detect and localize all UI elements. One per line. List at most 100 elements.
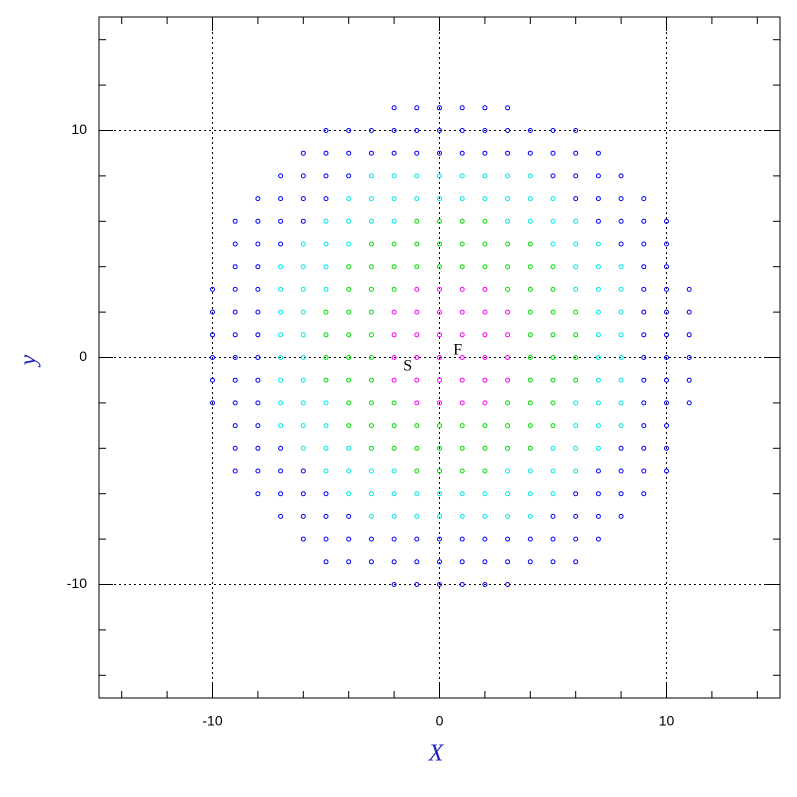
point [550,173,556,179]
point [437,105,442,111]
point [482,559,488,565]
point [300,196,306,202]
point [573,264,579,270]
point [459,241,465,247]
point [278,173,284,179]
point [437,559,442,565]
annotation: S [403,357,412,374]
point [459,173,465,179]
point [391,128,397,133]
point [414,309,420,315]
point [527,468,533,474]
point [437,377,442,383]
point [641,468,647,474]
point [210,286,215,292]
point [482,286,488,292]
point [300,445,306,451]
point [255,264,261,270]
point [391,468,397,474]
point [505,332,511,338]
point [210,309,215,315]
point [368,400,374,406]
point [527,241,533,247]
point [459,400,465,406]
point [323,355,329,360]
point [232,400,238,406]
point [278,196,284,202]
point [505,468,511,474]
point [527,128,533,133]
point [414,377,420,383]
point [368,491,374,497]
point [414,150,420,156]
point [595,400,601,406]
point [391,286,397,292]
point [664,400,669,406]
point [255,468,261,474]
point [391,105,397,111]
point [391,218,397,224]
point [482,173,488,179]
point [573,423,579,429]
point [595,150,601,156]
point [414,332,420,338]
point [686,286,692,292]
point [437,286,442,292]
point [618,445,624,451]
point [459,445,465,451]
point [618,196,624,202]
point [255,491,261,497]
point [505,309,511,315]
point [391,582,397,587]
point [300,400,306,406]
point [550,445,556,451]
point [527,559,533,565]
point [232,309,238,315]
point [278,309,284,315]
point [595,355,601,360]
point [482,128,488,133]
point [437,128,442,133]
point [414,582,420,587]
point [346,218,352,224]
point [595,218,601,224]
point [482,377,488,383]
point [437,355,442,360]
point [527,355,533,360]
point [210,355,215,360]
point [368,218,374,224]
point [391,423,397,429]
point [527,536,533,542]
point [505,173,511,179]
point [368,150,374,156]
point [550,150,556,156]
point [346,355,352,360]
point [391,150,397,156]
point [414,491,420,497]
point [573,309,579,315]
point [664,445,669,451]
point [686,309,692,315]
point [505,582,511,587]
point [278,445,284,451]
point [232,264,238,270]
point [437,196,442,202]
point [664,241,669,247]
point [300,150,306,156]
point [573,536,579,542]
point [232,445,238,451]
point [664,286,669,292]
point [550,423,556,429]
point [573,128,579,133]
point [527,332,533,338]
point [573,196,579,202]
point [641,332,647,338]
point [573,377,579,383]
point [527,150,533,156]
point [505,513,511,519]
point [573,286,579,292]
point [618,491,624,497]
point [437,491,442,497]
point [346,536,352,542]
point [368,377,374,383]
